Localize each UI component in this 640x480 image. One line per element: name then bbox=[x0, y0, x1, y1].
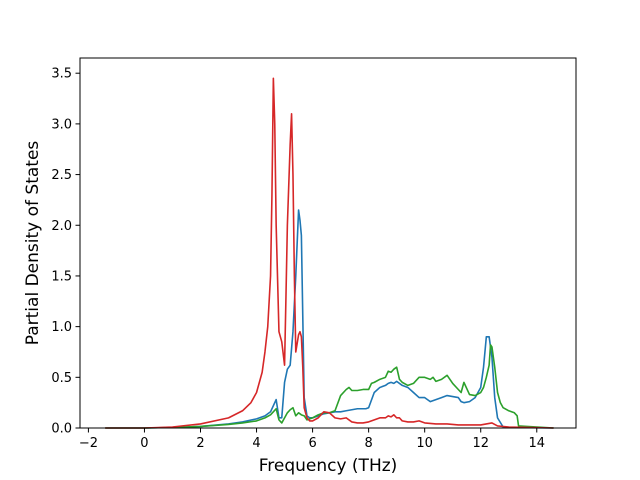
y-tick-label: 1.5 bbox=[51, 269, 72, 284]
pdos-series-3-line bbox=[105, 77, 554, 429]
y-tick-label: 2.5 bbox=[51, 168, 72, 183]
x-axis-label: Frequency (THz) bbox=[259, 456, 398, 476]
pdos-series-1-line bbox=[105, 209, 554, 429]
x-tick-label: 8 bbox=[364, 436, 372, 451]
x-tick-label: 12 bbox=[472, 436, 489, 451]
x-tick-label: 10 bbox=[416, 436, 433, 451]
x-axis: −2 0 2 4 6 8 10 12 14 bbox=[79, 428, 545, 451]
axes-frame bbox=[79, 57, 577, 429]
y-axis-label: Partial Density of States bbox=[23, 141, 43, 346]
y-tick-label: 2.0 bbox=[51, 219, 72, 234]
y-tick-label: 0.0 bbox=[51, 422, 72, 437]
x-tick-label: 4 bbox=[252, 436, 260, 451]
x-tick-label: 2 bbox=[196, 436, 204, 451]
x-tick-label: 6 bbox=[308, 436, 316, 451]
plot-area bbox=[105, 77, 554, 429]
y-axis: 0.0 0.5 1.0 1.5 2.0 2.5 3.0 3.5 bbox=[51, 67, 80, 437]
y-tick-label: 3.0 bbox=[51, 117, 72, 132]
x-tick-label: 0 bbox=[140, 436, 148, 451]
y-tick-label: 3.5 bbox=[51, 67, 72, 82]
x-tick-label: 14 bbox=[528, 436, 545, 451]
x-tick-label: −2 bbox=[79, 436, 98, 451]
y-tick-label: 0.5 bbox=[51, 371, 72, 386]
pdos-series-2-line bbox=[105, 344, 554, 429]
y-tick-label: 1.0 bbox=[51, 320, 72, 335]
